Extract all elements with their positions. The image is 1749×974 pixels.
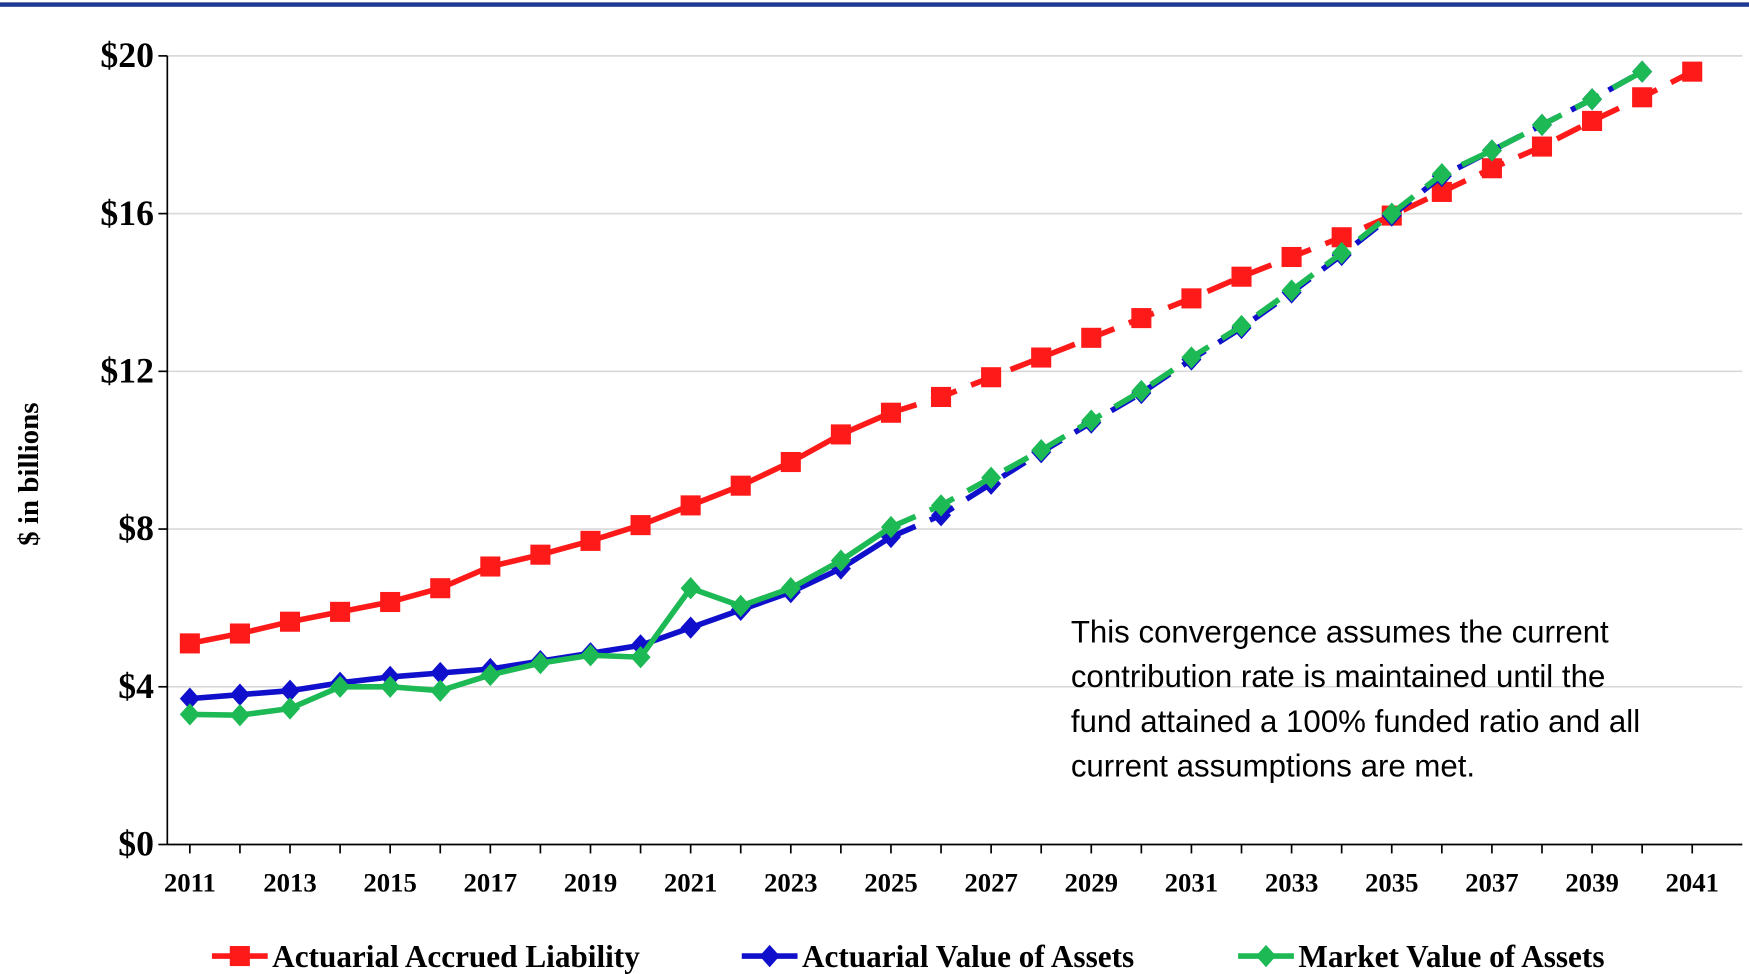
- y-axis-label: $ in billions: [13, 402, 45, 545]
- marker: [730, 594, 751, 618]
- x-tick-label: 2033: [1265, 867, 1319, 897]
- marker: [830, 424, 851, 445]
- x-tick-label: 2011: [164, 867, 216, 897]
- marker: [981, 466, 1002, 489]
- x-tick-label: 2041: [1665, 867, 1719, 897]
- marker: [330, 601, 351, 622]
- marker: [380, 591, 401, 613]
- marker: [179, 633, 200, 654]
- x-tick-label: 2031: [1165, 867, 1219, 897]
- x-tick-label: 2037: [1465, 867, 1519, 897]
- marker: [1682, 61, 1703, 82]
- x-tick-label: 2021: [664, 867, 718, 897]
- marker: [279, 611, 301, 632]
- marker: [1031, 439, 1052, 462]
- marker: [279, 697, 301, 720]
- marker: [880, 402, 901, 423]
- y-tick-label: $16: [100, 193, 154, 233]
- marker: [229, 704, 250, 727]
- marker: [1231, 314, 1252, 338]
- marker: [1331, 227, 1352, 248]
- marker: [680, 577, 701, 600]
- marker: [759, 944, 780, 968]
- legend-label: Actuarial Accrued Liability: [272, 939, 640, 974]
- marker: [1031, 347, 1052, 368]
- marker: [1481, 158, 1502, 179]
- marker: [730, 475, 751, 496]
- marker: [931, 494, 952, 517]
- marker: [430, 578, 451, 599]
- marker: [430, 679, 451, 702]
- marker: [229, 683, 250, 706]
- marker: [530, 651, 551, 675]
- marker: [380, 675, 401, 698]
- marker: [680, 495, 701, 516]
- legend-label: Market Value of Assets: [1298, 939, 1604, 974]
- marker: [1081, 327, 1102, 348]
- marker: [1281, 246, 1302, 268]
- marker: [931, 386, 952, 407]
- top-rule: [0, 2, 1749, 7]
- marker: [630, 515, 651, 536]
- marker: [480, 663, 501, 687]
- marker: [1531, 113, 1553, 137]
- marker: [530, 544, 551, 565]
- annotation: contribution rate is maintained until th…: [1071, 659, 1606, 694]
- marker: [1181, 288, 1202, 309]
- marker: [1281, 279, 1302, 302]
- y-tick-label: $20: [100, 35, 154, 75]
- x-tick-label: 2017: [464, 867, 518, 897]
- x-tick-label: 2015: [363, 867, 417, 897]
- y-tick-label: $12: [100, 350, 154, 390]
- x-tick-label: 2019: [564, 867, 618, 897]
- marker: [1231, 266, 1252, 287]
- marker: [179, 703, 200, 726]
- x-tick-label: 2039: [1565, 867, 1619, 897]
- y-tick-label: $4: [118, 666, 154, 706]
- legend-label: Actuarial Value of Assets: [802, 939, 1134, 974]
- annotation: current assumptions are met.: [1071, 748, 1475, 783]
- marker: [780, 451, 801, 473]
- marker: [880, 515, 901, 539]
- marker: [1632, 87, 1653, 108]
- x-tick-label: 2035: [1365, 867, 1419, 897]
- marker: [630, 646, 651, 669]
- x-tick-label: 2013: [263, 867, 317, 897]
- marker: [1582, 110, 1603, 131]
- x-tick-label: 2029: [1065, 867, 1119, 897]
- series-line: [189, 410, 893, 647]
- marker: [1431, 163, 1452, 186]
- marker: [1582, 88, 1603, 111]
- marker: [981, 367, 1002, 388]
- series-line: [890, 69, 1694, 416]
- marker: [1131, 308, 1152, 329]
- marker: [1431, 181, 1452, 202]
- annotation: This convergence assumes the current: [1071, 615, 1609, 650]
- marker: [1632, 60, 1653, 83]
- x-tick-label: 2023: [764, 867, 818, 897]
- marker: [580, 530, 601, 551]
- marker: [1255, 944, 1277, 968]
- marker: [1081, 409, 1102, 432]
- y-tick-label: $8: [118, 508, 154, 548]
- marker: [480, 556, 501, 577]
- marker: [1481, 139, 1502, 162]
- x-tick-label: 2025: [864, 867, 918, 897]
- marker: [179, 687, 200, 710]
- series-line: [889, 69, 1644, 540]
- series-line: [889, 69, 1644, 530]
- marker: [1531, 136, 1553, 157]
- marker: [1181, 346, 1202, 369]
- marker: [229, 946, 250, 967]
- marker: [580, 644, 601, 667]
- y-tick-label: $0: [118, 824, 154, 864]
- marker: [680, 616, 701, 639]
- marker: [330, 675, 351, 698]
- x-tick-label: 2027: [964, 867, 1018, 897]
- marker: [830, 549, 851, 572]
- annotation: fund attained a 100% funded ratio and al…: [1071, 704, 1640, 739]
- marker: [229, 623, 250, 644]
